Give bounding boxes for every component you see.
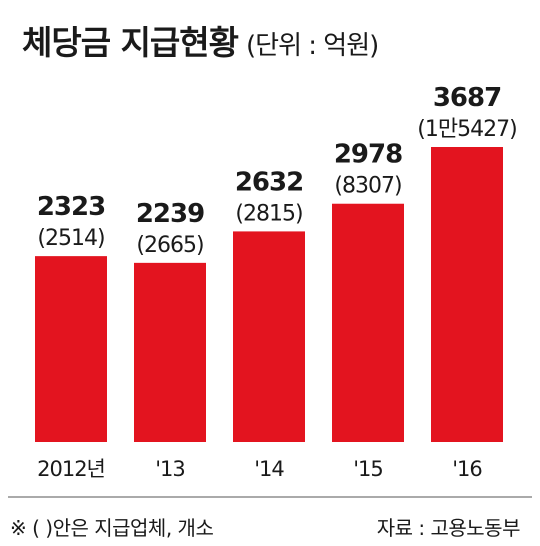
data-label: 2323	[37, 192, 105, 222]
chart-title: 체당금 지급현황	[22, 23, 239, 62]
x-tick-label: '14	[254, 457, 284, 481]
count-label: (2514)	[37, 226, 104, 251]
data-label: 2632	[235, 167, 303, 197]
count-label: (2665)	[136, 233, 203, 258]
source-note: 자료 : 고용노동부	[376, 516, 521, 540]
footnote: ※ ( )안은 지급업체, 개소	[10, 516, 214, 540]
count-label: (2815)	[235, 201, 302, 226]
bar	[35, 256, 107, 442]
x-tick-label: '15	[353, 457, 383, 481]
unit-label: (단위 : 억원)	[246, 31, 379, 61]
x-tick-label: '16	[452, 457, 482, 481]
bar	[233, 231, 305, 442]
chart-title-row: 체당금 지급현황 (단위 : 억원)	[22, 16, 379, 64]
data-label: 3687	[433, 83, 501, 113]
data-label: 2239	[136, 199, 204, 229]
count-label: (1만5427)	[417, 117, 516, 142]
count-label: (8307)	[334, 174, 401, 199]
bar	[332, 203, 404, 442]
x-tick-label: 2012년	[37, 457, 105, 481]
data-label: 2978	[334, 140, 402, 170]
bar	[134, 262, 206, 442]
x-tick-label: '13	[155, 457, 185, 481]
bar	[431, 147, 503, 442]
